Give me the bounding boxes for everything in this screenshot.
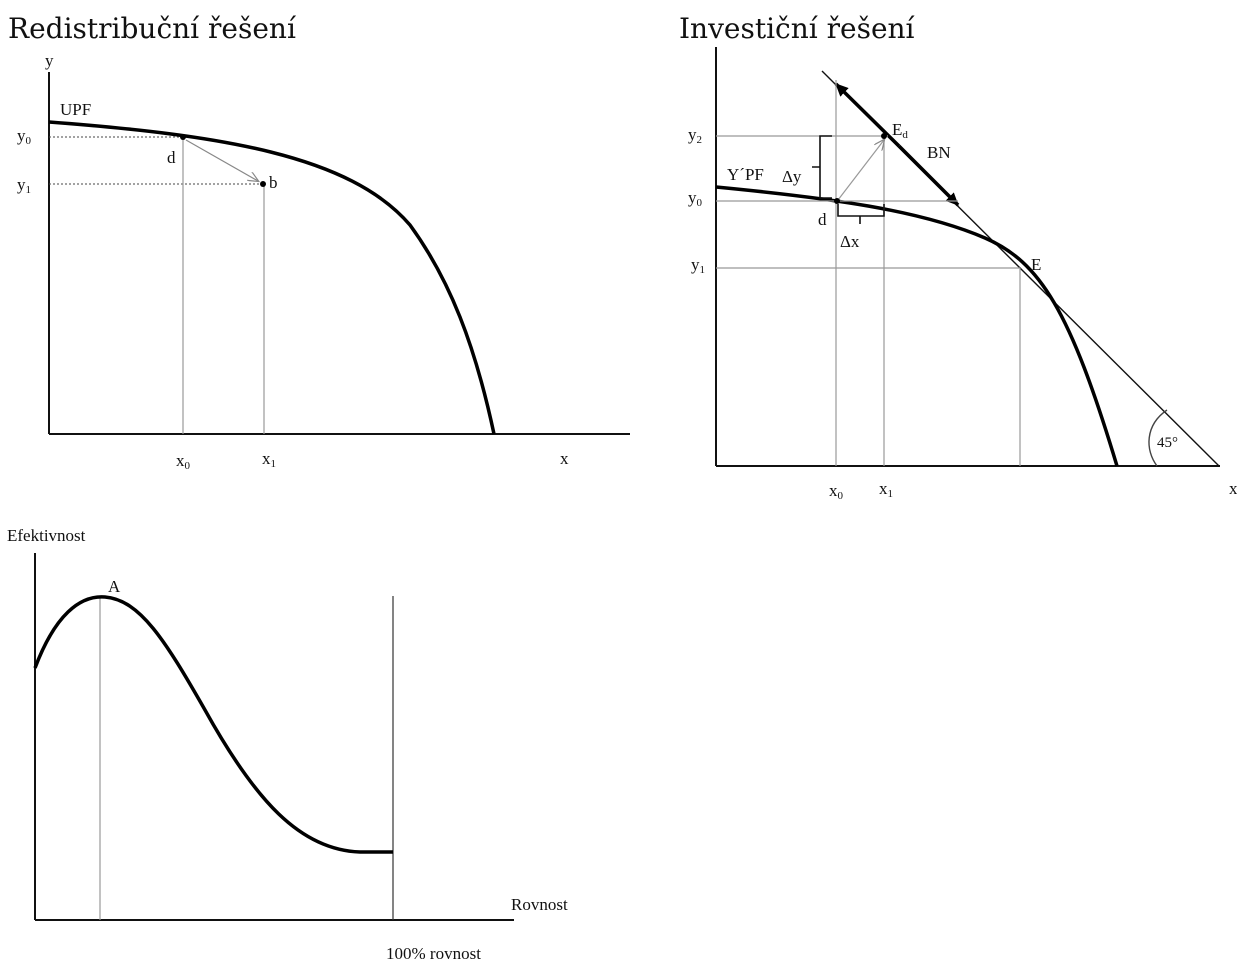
ypf-curve-label: Y´PF xyxy=(727,165,764,184)
delta-x-label: Δx xyxy=(840,232,860,251)
redistribution-title: Redistribuční řešení xyxy=(8,12,297,45)
y2-tick-label: y2 xyxy=(688,125,702,146)
angle-arc xyxy=(1148,409,1168,467)
point-ed-label: Ed xyxy=(892,120,908,141)
efficiency-y-axis-label: Efektivnost xyxy=(7,526,86,545)
y0-tick-label-inv: y0 xyxy=(688,188,703,209)
full-equality-label: 100% rovnost xyxy=(386,944,481,963)
delta-y-label: Δy xyxy=(782,167,802,186)
point-e-label: E xyxy=(1031,255,1041,274)
investment-x-axis-label: x xyxy=(1229,479,1237,498)
redistribution-arrow xyxy=(185,139,258,181)
investment-arrow xyxy=(837,140,884,201)
investment-panel: Investiční řešení x BN Y´PF Δy Δx d xyxy=(679,12,1237,502)
redistribution-panel: Redistribuční řešení y x UPF d b y0 y1 x… xyxy=(8,12,630,472)
upf-curve xyxy=(48,120,496,435)
point-d-label: d xyxy=(167,148,176,167)
y0-tick-label: y0 xyxy=(17,126,32,147)
upf-curve-label: UPF xyxy=(60,100,91,119)
efficiency-curve xyxy=(33,595,393,854)
point-b-label: b xyxy=(269,173,278,192)
redistribution-y-axis-label: y xyxy=(45,51,54,70)
delta-x-bracket xyxy=(837,204,885,224)
point-b-marker xyxy=(260,181,266,187)
point-ed-marker xyxy=(881,133,887,139)
point-d-inv-label: d xyxy=(818,210,827,229)
point-d-marker xyxy=(180,134,186,140)
angle-label: 45° xyxy=(1157,435,1178,451)
efficiency-panel: Efektivnost Rovnost A 100% rovnost xyxy=(7,526,568,963)
x0-tick-label: x0 xyxy=(176,451,191,472)
point-d-inv-marker xyxy=(834,198,840,204)
ypf-curve xyxy=(715,185,1119,467)
investment-title: Investiční řešení xyxy=(679,12,916,45)
delta-y-bracket xyxy=(812,135,832,199)
bn-label: BN xyxy=(927,143,951,162)
peak-label: A xyxy=(108,577,121,596)
bn-arrow-up xyxy=(834,82,901,148)
y1-tick-label: y1 xyxy=(17,175,31,196)
x1-tick-label-inv: x1 xyxy=(879,479,893,500)
x1-tick-label: x1 xyxy=(262,449,276,470)
y1-tick-label-inv: y1 xyxy=(691,255,705,276)
efficiency-x-axis-label: Rovnost xyxy=(511,895,568,914)
bn-arrow-down xyxy=(897,144,960,207)
x0-tick-label-inv: x0 xyxy=(829,481,844,502)
redistribution-x-axis-label: x xyxy=(560,449,569,468)
